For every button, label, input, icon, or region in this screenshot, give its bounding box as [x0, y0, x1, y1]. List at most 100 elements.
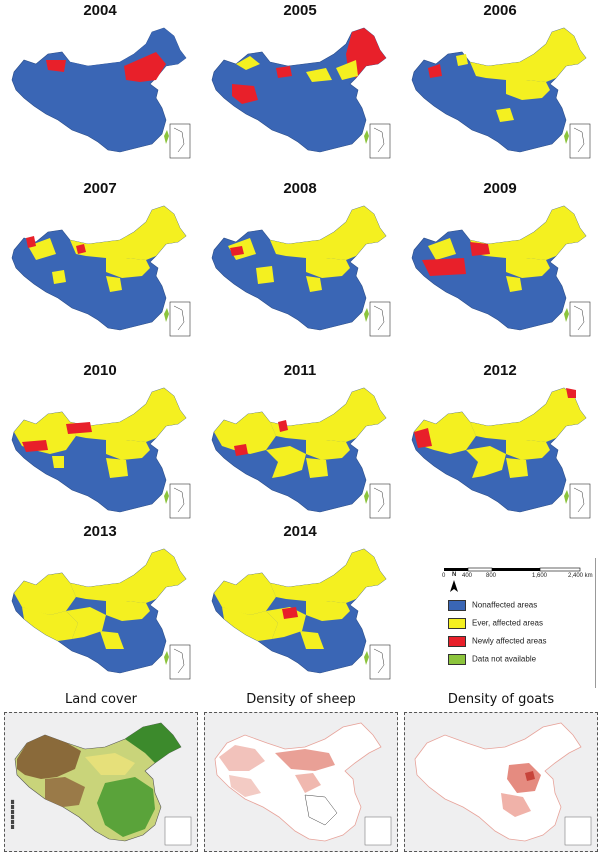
region-ever [456, 54, 468, 66]
map-panel-2011: 2011 [200, 362, 400, 534]
inset-coastline [173, 487, 185, 513]
goat-density-svg [414, 722, 592, 846]
map-year-title: 2014 [283, 523, 317, 540]
legend-swatch [448, 600, 466, 611]
south-china-sea-inset [369, 644, 391, 680]
region-ever [52, 456, 64, 468]
region-ever [106, 258, 150, 278]
region-newly [124, 52, 166, 82]
inset-coastline [373, 648, 385, 674]
map-year-title: 2009 [483, 180, 517, 197]
map-year-title: 2004 [83, 2, 117, 19]
region-na [564, 130, 569, 144]
south-china-sea-inset [569, 301, 591, 337]
region-ever [214, 573, 276, 615]
map-panel-2012: 2012 [400, 362, 600, 534]
region-newly [22, 440, 48, 452]
region-ever [14, 573, 76, 615]
region-ever [214, 412, 276, 454]
region-na [564, 308, 569, 322]
region-ever [106, 601, 150, 621]
region-na [564, 490, 569, 504]
region-ever [70, 549, 186, 603]
inset-coastline [173, 127, 185, 153]
region-ever [66, 607, 106, 639]
scale-tick: 800 [486, 573, 497, 579]
map-year-title: 2012 [483, 362, 517, 379]
region-ever [266, 446, 306, 478]
china-map [11, 205, 191, 337]
china-map [411, 27, 591, 159]
region-newly [282, 607, 298, 619]
china-map [411, 205, 591, 337]
map-panel-2014: 2014 [200, 523, 400, 695]
region-newly [428, 64, 442, 78]
region-ever [506, 458, 528, 478]
region-ever [222, 607, 278, 641]
region-newly [422, 258, 466, 276]
legend-divider [595, 558, 596, 688]
legend-swatch [448, 654, 466, 665]
scale-tick: 400 [462, 573, 473, 579]
region-ever [300, 631, 324, 649]
goat-density-panel: Density of goats [404, 692, 598, 852]
china-map [11, 27, 191, 159]
china-map [11, 548, 191, 680]
region-ever [466, 446, 506, 478]
region-ever [470, 28, 586, 82]
south-china-sea-inset [369, 301, 391, 337]
goat-density-map [404, 712, 598, 852]
map-panel-2008: 2008 [200, 180, 400, 352]
sheep-density-map [204, 712, 398, 852]
region-ever [106, 458, 128, 478]
inset-coastline [373, 305, 385, 331]
region-na [164, 130, 169, 144]
region-ever [306, 601, 350, 621]
region-newly [66, 422, 92, 434]
legend-label: Ever, affected areas [472, 618, 544, 628]
mini-legend: ▇ ▇ ▇ ▇ ▇ ▇ [11, 799, 15, 829]
region-ever [100, 631, 124, 649]
region-ever [506, 276, 522, 292]
panel-title: Density of goats [447, 692, 555, 707]
region-ever [70, 206, 186, 260]
map-panel-2004: 2004 [0, 2, 200, 174]
region-ever [236, 56, 260, 70]
region-ever [306, 258, 350, 278]
south-china-sea-inset [169, 301, 191, 337]
region-ever [506, 440, 550, 460]
north-label: N [452, 572, 457, 578]
map-panel-2009: 2009 [400, 180, 600, 352]
region-ever [506, 258, 550, 278]
region-newly [470, 242, 490, 256]
region-newly [26, 236, 36, 248]
china-map [211, 27, 391, 159]
china-map [211, 548, 391, 680]
inset-coastline [573, 487, 585, 513]
region-ever [306, 68, 332, 82]
land-cover-panel: Land cover ▇ ▇ ▇ ▇ ▇ ▇ [4, 692, 198, 852]
china-map [411, 387, 591, 519]
map-year-title: 2005 [283, 2, 317, 19]
region-ever [270, 549, 386, 603]
region-ever [428, 238, 456, 260]
china-map [11, 387, 191, 519]
inset-coastline [573, 127, 585, 153]
region-ever [106, 276, 122, 292]
scale-bar [444, 567, 581, 592]
map-base-region [211, 27, 387, 153]
region-newly [230, 246, 244, 256]
map-panel-2006: 2006 [400, 2, 600, 174]
china-map [211, 387, 391, 519]
south-china-sea-inset [569, 123, 591, 159]
region-na [364, 308, 369, 322]
map-year-title: 2010 [83, 362, 117, 379]
region-ever [306, 458, 328, 478]
region-newly [278, 420, 288, 432]
region-ever [470, 206, 586, 260]
region-ever [22, 607, 78, 641]
land-cover-svg [14, 722, 192, 846]
region-newly [232, 84, 258, 104]
legend-label: Data not available [472, 654, 537, 664]
region-newly [414, 428, 432, 448]
